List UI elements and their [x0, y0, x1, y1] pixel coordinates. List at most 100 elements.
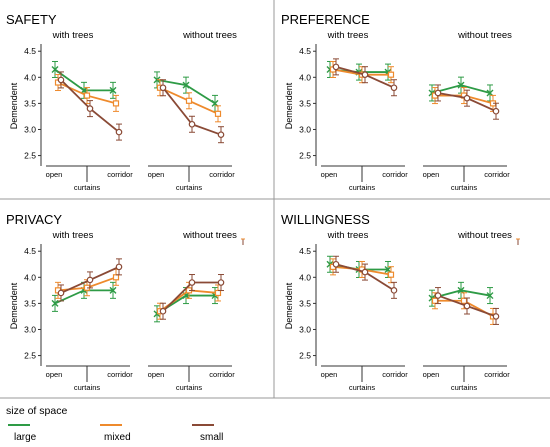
- data-point-mixed: [83, 92, 91, 99]
- y-tick-label: 2.5: [24, 351, 36, 361]
- data-point-mixed: [185, 97, 193, 104]
- y-tick-label: 4.5: [299, 46, 311, 56]
- group-label-without-trees: without trees: [182, 30, 237, 41]
- panel-preference: PREFERENCE with trees without trees 2.5 3.0 3…: [281, 12, 512, 192]
- data-point-mixed: [214, 110, 222, 117]
- data-point-small: [463, 302, 471, 310]
- x-category-label: open: [321, 170, 338, 179]
- x-category-label: open: [321, 370, 338, 379]
- x-category-label: curtains: [349, 383, 376, 392]
- data-point-small: [390, 287, 398, 294]
- data-point-small: [332, 260, 340, 268]
- y-axis-label: Demendent: [284, 282, 294, 329]
- x-category-label: curtains: [451, 383, 478, 392]
- data-point-large: [384, 265, 392, 273]
- group-label-without-trees: without trees: [182, 230, 237, 241]
- y-tick-label: 4.5: [299, 246, 311, 256]
- y-tick-label: 2.5: [299, 151, 311, 161]
- panel-title: SAFETY: [6, 12, 57, 27]
- x-category-label: open: [46, 170, 63, 179]
- data-point-small: [217, 131, 225, 138]
- y-tick-label: 3.0: [299, 124, 311, 134]
- data-point-small: [463, 94, 471, 102]
- x-category-label: corridor: [382, 370, 408, 379]
- data-point-large: [51, 299, 59, 307]
- y-tick-label: 3.5: [299, 98, 311, 108]
- data-point-small: [115, 128, 123, 136]
- data-point-mixed: [387, 271, 395, 278]
- data-point-small: [390, 84, 398, 92]
- legend: size of space large mixed small: [6, 405, 223, 443]
- data-point-small: [57, 289, 65, 297]
- data-point-large: [182, 81, 190, 89]
- data-point-small: [86, 276, 94, 284]
- x-category-label: curtains: [176, 183, 203, 192]
- y-axis-label: Demendent: [284, 82, 294, 129]
- group-label-with-trees: with trees: [52, 230, 94, 241]
- data-point-large: [109, 286, 117, 294]
- y-tick-label: 3.0: [24, 324, 36, 334]
- legend-label-small: small: [200, 432, 223, 443]
- data-point-small: [159, 84, 167, 92]
- x-category-label: corridor: [107, 370, 133, 379]
- data-point-mixed: [431, 297, 439, 304]
- data-point-small: [434, 292, 442, 299]
- x-category-label: corridor: [107, 170, 133, 179]
- data-point-large: [486, 292, 494, 300]
- group-label-with-trees: with trees: [327, 230, 369, 241]
- y-axis-label: Demendent: [9, 82, 19, 129]
- panel-willingness: WILLINGNESS with trees without trees 2.5 3.0…: [281, 212, 520, 392]
- data-point-small: [492, 313, 500, 320]
- x-category-label: curtains: [176, 383, 203, 392]
- panel-title: PREFERENCE: [281, 12, 370, 27]
- y-tick-label: 2.5: [24, 151, 36, 161]
- y-tick-label: 3.0: [299, 324, 311, 334]
- y-tick-label: 3.0: [24, 124, 36, 134]
- y-tick-label: 3.5: [24, 298, 36, 308]
- x-category-label: open: [46, 370, 63, 379]
- x-category-label: curtains: [74, 383, 101, 392]
- x-category-label: open: [423, 370, 440, 379]
- group-label-with-trees: with trees: [327, 30, 369, 41]
- data-point-small: [361, 268, 369, 276]
- y-tick-label: 4.0: [299, 72, 311, 82]
- data-point-small: [115, 263, 123, 271]
- legend-label-large: large: [14, 432, 37, 443]
- data-point-mixed: [112, 100, 120, 107]
- legend-title: size of space: [6, 405, 67, 417]
- data-point-small: [361, 71, 369, 78]
- data-point-large: [109, 86, 117, 94]
- data-point-small: [217, 279, 225, 286]
- y-tick-label: 3.5: [299, 298, 311, 308]
- y-tick-label: 3.5: [24, 98, 36, 108]
- x-category-label: corridor: [484, 370, 510, 379]
- y-tick-label: 4.0: [299, 272, 311, 282]
- x-category-label: curtains: [349, 183, 376, 192]
- panel-title: PRIVACY: [6, 212, 62, 227]
- x-category-label: open: [148, 370, 165, 379]
- data-point-small: [159, 307, 167, 315]
- x-category-label: curtains: [451, 183, 478, 192]
- data-point-small: [434, 89, 442, 97]
- y-axis-label: Demendent: [9, 282, 19, 329]
- x-category-label: open: [148, 170, 165, 179]
- data-point-small: [188, 120, 196, 128]
- data-point-small: [86, 105, 94, 112]
- x-category-label: corridor: [484, 170, 510, 179]
- data-point-small: [57, 76, 65, 84]
- x-category-label: open: [423, 170, 440, 179]
- data-point-mixed: [460, 297, 468, 304]
- panel-safety: SAFETY with trees without trees 2.5 3.0 3.5 4.…: [6, 12, 237, 192]
- data-point-mixed: [112, 274, 120, 281]
- y-tick-label: 4.5: [24, 46, 36, 56]
- panel-title: WILLINGNESS: [281, 212, 370, 227]
- y-tick-label: 4.0: [24, 272, 36, 282]
- data-point-small: [492, 107, 500, 115]
- data-point-small: [332, 63, 340, 71]
- data-point-mixed: [214, 289, 222, 297]
- group-label-without-trees: without trees: [457, 30, 512, 41]
- y-tick-label: 2.5: [299, 351, 311, 361]
- group-label-without-trees: without trees: [457, 230, 512, 241]
- data-point-mixed: [387, 71, 395, 78]
